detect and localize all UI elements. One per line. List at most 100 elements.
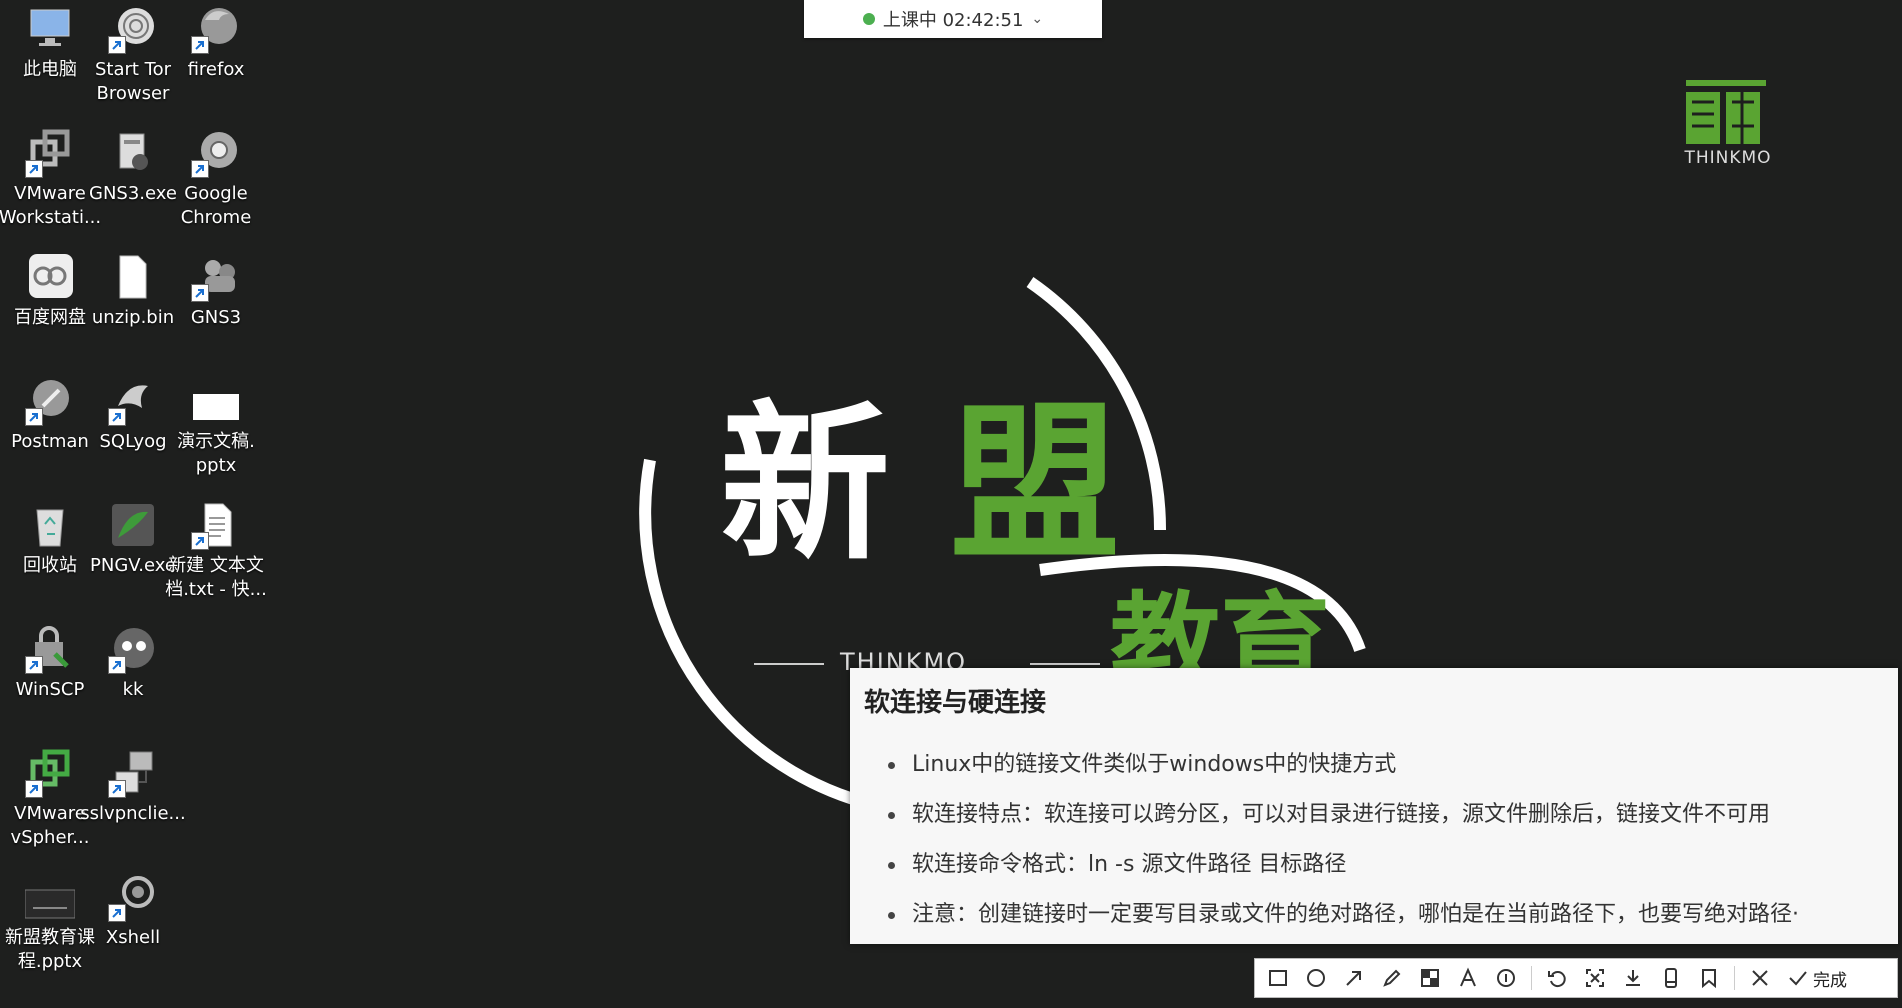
desktop-icon-label: 新建 文本文 档.txt - 快...	[165, 555, 267, 600]
desktop-icon-pptx[interactable]: 演示文稿. pptx	[160, 376, 272, 478]
shortcut-arrow-icon	[191, 532, 209, 550]
desktop-icon-label: 回收站	[23, 555, 77, 576]
desktop-icon-recycle-bin[interactable]: 回收站	[0, 500, 106, 578]
desktop-icon-gns3-exe[interactable]: GNS3.exe	[77, 128, 189, 206]
shortcut-arrow-icon	[191, 36, 209, 54]
desktop-icon-vmware[interactable]: VMware Workstati...	[0, 128, 106, 230]
desktop-icon-this-pc[interactable]: 此电脑	[0, 4, 106, 82]
class-status-pill[interactable]: 上课中 02:42:51 ⌄	[804, 0, 1102, 38]
shortcut-arrow-icon	[191, 160, 209, 178]
png-icon	[108, 500, 158, 550]
thinkmo-logo-mark	[1686, 80, 1766, 144]
desktop-icon-pngv[interactable]: PNGV.exe	[77, 500, 189, 578]
logo-char-xin: 新	[720, 386, 891, 584]
desktop-icon-gns3[interactable]: GNS3	[160, 252, 272, 330]
desktop-icon-vsphere[interactable]: VMware vSpher...	[0, 748, 106, 850]
logo-divider-right	[1030, 663, 1100, 665]
desktop-icon-area: 此电脑 Start Tor Browser firefox VMware Wor…	[0, 0, 340, 1008]
desktop-icon-txt-shortcut[interactable]: 新建 文本文 档.txt - 快...	[160, 500, 272, 602]
slide-bullet-list: Linux中的链接文件类似于windows中的快捷方式 软连接特点：软连接可以跨…	[886, 740, 1886, 940]
shortcut-arrow-icon	[25, 408, 43, 426]
save-icon[interactable]	[1616, 961, 1650, 995]
thinkmo-logo-text: THINKMO	[1684, 148, 1772, 168]
firefox-icon	[191, 4, 241, 54]
desktop-icon-label: Xshell	[105, 927, 161, 948]
desktop-icon-chrome[interactable]: Google Chrome	[160, 128, 272, 230]
tor-icon	[108, 4, 158, 54]
slide-bullet: Linux中的链接文件类似于windows中的快捷方式	[886, 740, 1886, 790]
logo-arc	[639, 277, 1366, 810]
vsphere-icon	[25, 748, 75, 798]
desktop-icon-label: PNGV.exe	[90, 555, 176, 576]
desktop-icon-label: WinSCP	[15, 679, 85, 700]
checkmark-icon	[1789, 971, 1807, 986]
desktop-icon-kk[interactable]: kk	[77, 624, 189, 702]
desktop-icon-unzip[interactable]: unzip.bin	[77, 252, 189, 330]
desktop-icon-label: Google Chrome	[180, 183, 252, 228]
vpn-icon	[108, 748, 158, 798]
undo-icon[interactable]	[1540, 961, 1574, 995]
shortcut-arrow-icon	[108, 36, 126, 54]
logo-char-meng: 盟	[950, 386, 1121, 584]
desktop-icon-label: firefox	[187, 59, 245, 80]
desktop-icon-label: kk	[122, 679, 144, 700]
desktop-icon-tor[interactable]: Start Tor Browser	[77, 4, 189, 106]
bookmark-icon[interactable]	[1692, 961, 1726, 995]
shortcut-arrow-icon	[108, 780, 126, 798]
screenshot-toolbar: 完成	[1254, 958, 1898, 998]
desktop-icon-label: SQLyog	[99, 431, 167, 452]
desktop-icon-sqlyog[interactable]: SQLyog	[77, 376, 189, 454]
arrow-icon[interactable]	[1337, 961, 1371, 995]
vmware-icon	[25, 128, 75, 178]
thinkmo-logo-small: THINKMO	[1656, 78, 1796, 170]
desktop-icon-xshell[interactable]: Xshell	[77, 872, 189, 950]
slide-bullet: 软连接命令格式：ln -s 源文件路径 目标路径	[886, 840, 1886, 890]
desktop-icon-label: sslvpnclie...	[80, 803, 186, 824]
desktop-icon-label: Start Tor Browser	[94, 59, 172, 104]
desktop-icon-label: VMware Workstati...	[0, 183, 102, 228]
winscp-icon	[25, 624, 75, 674]
shortcut-arrow-icon	[108, 408, 126, 426]
chevron-down-icon[interactable]: ⌄	[1031, 11, 1044, 27]
done-button[interactable]: 完成	[1781, 966, 1853, 991]
pptx-thumb-icon	[24, 872, 76, 922]
desktop-icon-sslvpn[interactable]: sslvpnclie...	[77, 748, 189, 826]
installer-icon	[108, 128, 158, 178]
xshell-icon	[108, 872, 158, 922]
phone-icon[interactable]	[1654, 961, 1688, 995]
toolbar-separator	[1531, 966, 1532, 990]
desktop-icon-label: 此电脑	[23, 59, 77, 80]
slide-content-panel: 软连接与硬连接 Linux中的链接文件类似于windows中的快捷方式 软连接特…	[850, 668, 1898, 944]
shortcut-arrow-icon	[25, 656, 43, 674]
rectangle-icon[interactable]	[1261, 961, 1295, 995]
recycle-bin-icon	[25, 500, 75, 550]
desktop-icon-winscp[interactable]: WinSCP	[0, 624, 106, 702]
desktop-icon-baidu-netdisk[interactable]: 百度网盘	[0, 252, 106, 330]
cloud-drive-icon	[25, 252, 75, 302]
mosaic-icon[interactable]	[1413, 961, 1447, 995]
slide-bullet: 软连接特点：软连接可以跨分区，可以对目录进行链接，源文件删除后，链接文件不可用	[886, 790, 1886, 840]
live-status-dot	[862, 13, 875, 25]
toolbar-separator	[1734, 966, 1735, 990]
desktop-icon-label: GNS3.exe	[89, 183, 177, 204]
class-status-text: 上课中 02:42:51	[882, 10, 1024, 31]
pen-icon[interactable]	[1375, 961, 1409, 995]
text-icon[interactable]	[1451, 961, 1485, 995]
desktop-icon-label: VMware vSpher...	[10, 803, 90, 848]
slide-bullet: 注意：创建链接时一定要写目录或文件的绝对路径，哪怕是在当前路径下，也要写绝对路径…	[886, 890, 1886, 940]
desktop-icon-firefox[interactable]: firefox	[160, 4, 272, 82]
gns3-icon	[191, 252, 241, 302]
desktop-icon-postman[interactable]: Postman	[0, 376, 106, 454]
shortcut-arrow-icon	[108, 656, 126, 674]
number-icon[interactable]	[1489, 961, 1523, 995]
logo-divider-left	[754, 663, 824, 665]
desktop-icon-label: GNS3	[190, 307, 242, 328]
desktop-icon-course-pptx[interactable]: 新盟教育课 程.pptx	[0, 872, 106, 974]
postman-icon	[25, 376, 75, 426]
text-file-icon	[191, 500, 241, 550]
ellipse-icon[interactable]	[1299, 961, 1333, 995]
computer-icon	[25, 4, 75, 54]
close-icon[interactable]	[1743, 961, 1777, 995]
pin-icon[interactable]	[1578, 961, 1612, 995]
